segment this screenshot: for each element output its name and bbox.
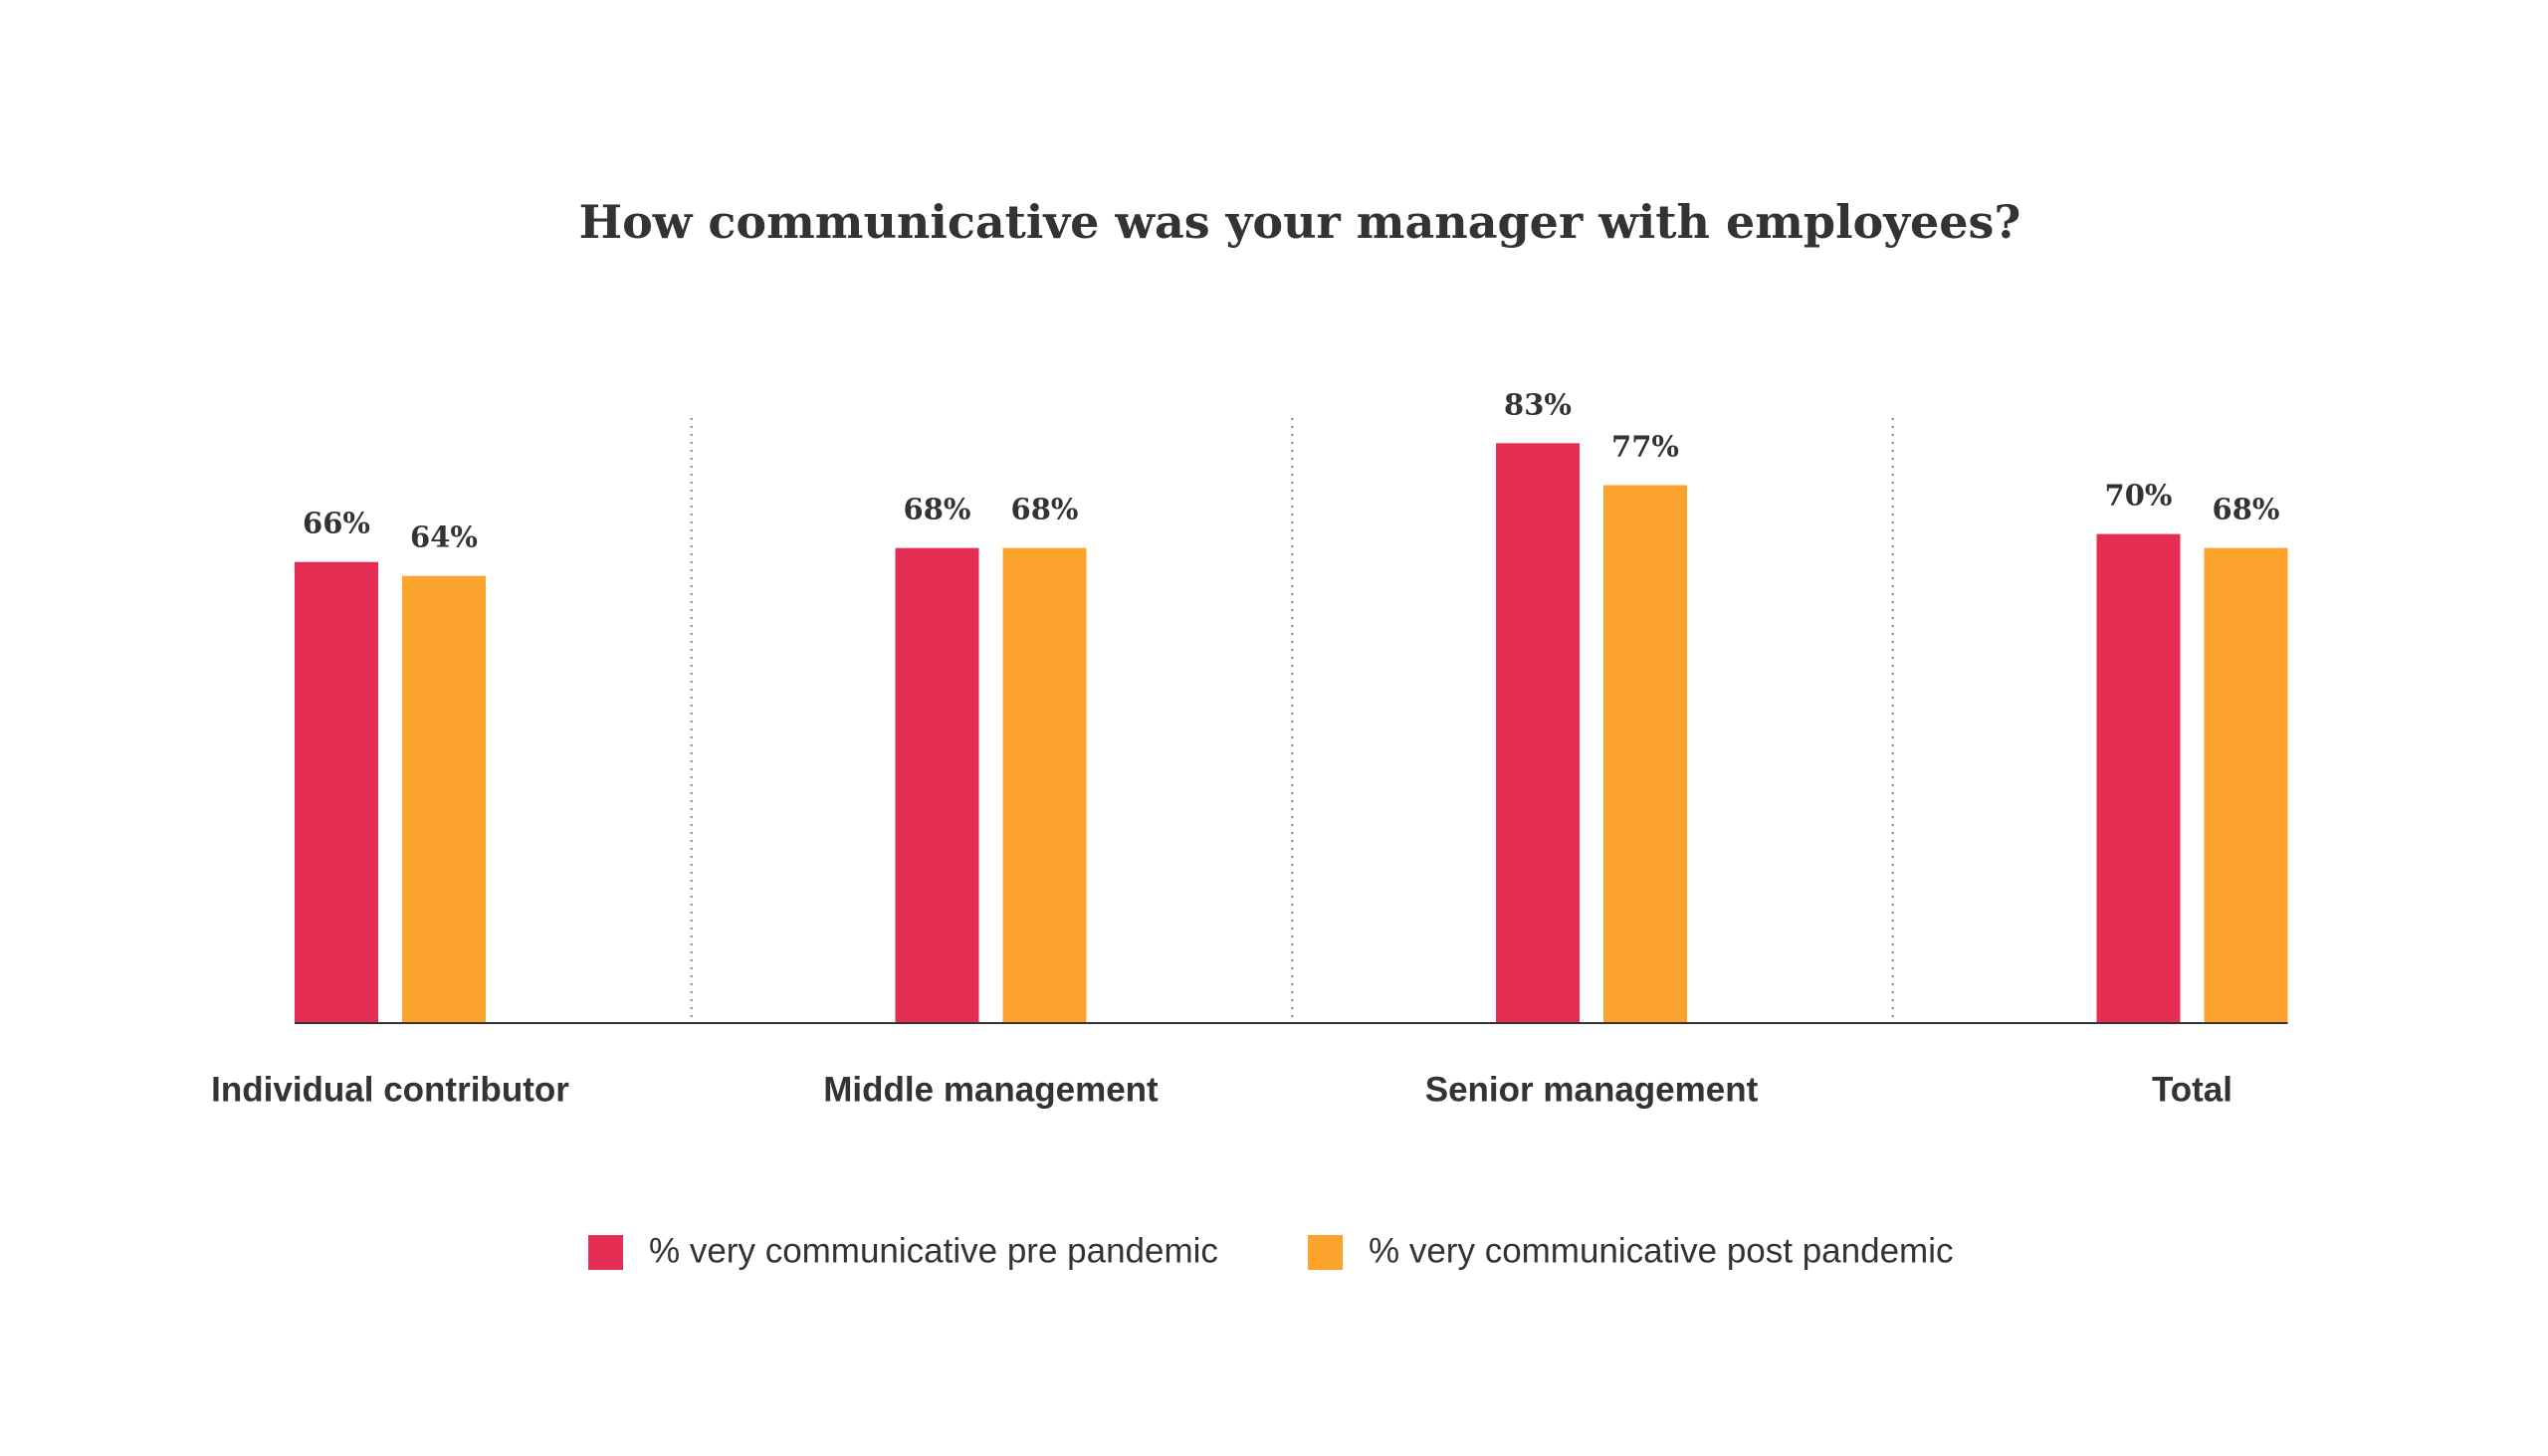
legend-swatch <box>1308 1235 1343 1270</box>
x-tick-label: Senior management <box>1425 1070 1759 1109</box>
x-tick-label: Middle management <box>823 1070 1159 1109</box>
bar <box>1002 547 1087 1023</box>
chart-title: How communicative was your manager with … <box>579 195 2021 249</box>
bar <box>1496 443 1580 1024</box>
value-label: 68% <box>2213 493 2280 526</box>
legend-label: % very communicative post pandemic <box>1369 1231 1953 1270</box>
value-label: 70% <box>2105 479 2173 513</box>
x-tick-label: Individual contributor <box>211 1070 569 1109</box>
value-label: 66% <box>303 507 370 540</box>
legend-label: % very communicative pre pandemic <box>649 1231 1218 1270</box>
bar <box>2204 547 2288 1023</box>
bar <box>895 547 979 1023</box>
value-label: 83% <box>1504 387 1572 421</box>
value-label: 68% <box>1011 493 1079 526</box>
value-label: 64% <box>410 520 478 554</box>
bar <box>402 575 486 1023</box>
bar <box>1603 485 1687 1024</box>
value-label: 68% <box>904 493 971 526</box>
bar <box>295 561 378 1023</box>
legend-swatch <box>588 1235 623 1270</box>
x-tick-label: Total <box>2152 1070 2232 1109</box>
value-label: 77% <box>1611 429 1679 463</box>
bar <box>2096 533 2181 1023</box>
